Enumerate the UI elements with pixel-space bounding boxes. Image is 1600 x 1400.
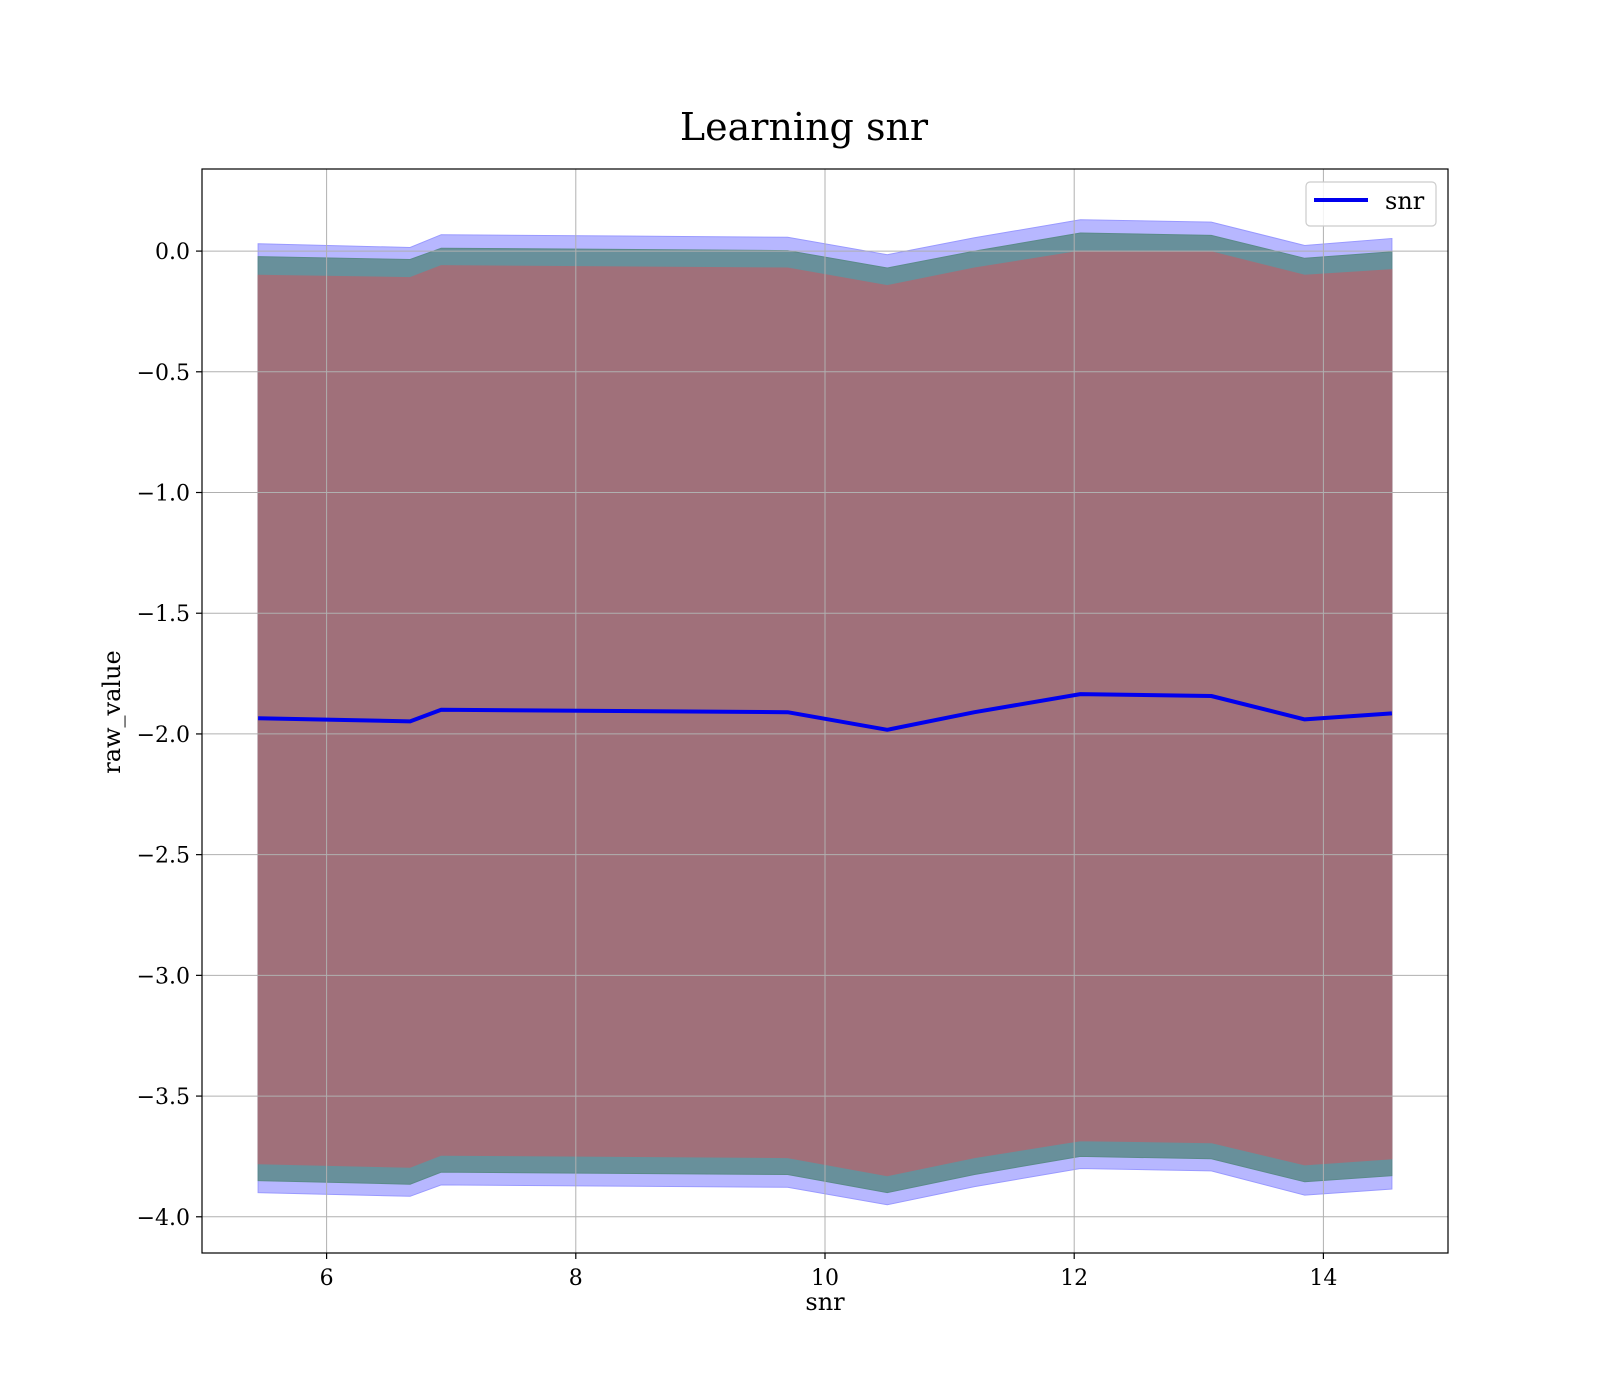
y-tick-label-3: −1.5 xyxy=(137,602,190,627)
x-tick-label-3: 12 xyxy=(1060,1266,1088,1291)
series-lines xyxy=(258,692,1393,732)
y-tick-label-7: −3.5 xyxy=(137,1085,190,1110)
x-tick-label-2: 10 xyxy=(811,1266,839,1291)
legend: snr xyxy=(1305,181,1437,227)
y-tick-label-8: −4.0 xyxy=(137,1206,190,1231)
x-tick-label-1: 8 xyxy=(569,1266,583,1291)
y-tick-label-1: −0.5 xyxy=(137,361,190,386)
legend-box xyxy=(1305,181,1437,227)
y-tick-label-6: −3.0 xyxy=(137,964,190,989)
y-axis-ticks: 0.0 −0.5 −1.0 −1.5 −2.0 −2.5 −3.0 −3.5 −4.0 xyxy=(137,240,202,1231)
x-axis-ticks: 6 8 10 12 14 xyxy=(320,1253,1337,1291)
legend-entry-snr: snr xyxy=(1385,187,1425,215)
y-axis-label: raw_value xyxy=(98,650,126,774)
y-tick-label-0: 0.0 xyxy=(155,240,190,265)
x-tick-label-4: 14 xyxy=(1309,1266,1337,1291)
y-tick-label-4: −2.0 xyxy=(137,723,190,748)
x-axis-label: snr xyxy=(805,1288,845,1316)
x-tick-label-0: 6 xyxy=(320,1266,334,1291)
grid-lines xyxy=(202,169,1448,1253)
y-tick-label-2: −1.0 xyxy=(137,482,190,507)
y-tick-label-5: −2.5 xyxy=(137,844,190,869)
series-line-snr xyxy=(258,692,1393,732)
chart-title: Learning snr xyxy=(680,105,929,149)
